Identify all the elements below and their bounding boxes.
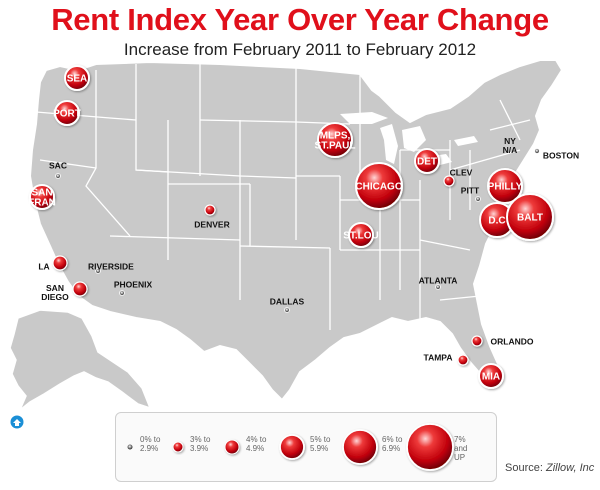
bubble-atlanta [435,284,441,290]
label-orlando: ORLANDO [491,337,534,347]
legend-bubble-1 [172,441,184,453]
bubble-port [54,100,80,126]
label-port: PORT [53,109,81,120]
bubble-st-lou [348,222,374,248]
label-denver: DENVER [194,220,229,230]
bubble-mia [478,363,504,389]
label-riverside: RIVERSIDE [88,262,134,272]
label-pitt: PITT [461,186,480,196]
label-san-fran: SAN FRAN [28,188,56,209]
label-sea: SEA [67,74,88,85]
label-dallas: DALLAS [270,297,305,307]
label-atlanta: ATLANTA [419,276,458,286]
bubble-balt [506,193,554,241]
label-boston: BOSTON [543,151,579,161]
bubble-chicago [355,162,403,210]
label-mlps-st-paul: MLPS, ST.PAUL [315,131,356,152]
bubble-tampa [457,354,469,366]
label-tampa: TAMPA [424,353,453,363]
label-san-diego: SAN DIEGO [41,283,69,302]
label-philly: PHILLY [488,182,523,193]
label-balt: BALT [517,213,543,224]
bubble-det [414,148,440,174]
label-chicago: CHICAGO [355,182,402,193]
bubble-clev [443,175,455,187]
bubble-riverside [95,268,101,274]
label-phoenix: PHOENIX [114,280,153,290]
legend-bubble-0 [127,444,133,450]
label-ny-n-a: NY N/A [503,136,518,155]
bubble-sac [55,173,61,179]
legend-label-3: 5% to 5.9% [310,435,331,453]
legend-bubble-3 [279,434,305,460]
legend-label-2: 4% to 4.9% [246,435,267,453]
chart-subtitle: Increase from February 2011 to February … [123,40,477,59]
chart-title: Rent Index Year Over Year Change [51,2,549,37]
label-d-c: D.C [488,216,505,227]
bubble-denver [204,204,216,216]
legend-label-1: 3% to 3.9% [190,435,211,453]
bubble-philly [487,168,523,204]
bubble-boston [534,148,540,154]
legend: 0% to 2.9% 3% to 3.9% 4% to 4.9% 5% to 5… [115,412,497,482]
bubble-san-diego [72,281,88,297]
legend-label-0: 0% to 2.9% [140,435,161,453]
great-lakes [340,112,478,168]
zillow-logo-icon [10,415,24,429]
legend-bubble-2 [224,439,240,455]
label-mia: MIA [482,372,500,383]
source-name: Zillow, Inc [545,462,595,474]
label-det: DET [417,157,437,168]
bubble-mlps-st-paul [317,122,353,158]
bubble-dallas [284,307,290,313]
bubble-sea [64,65,90,91]
bubble-la [52,255,68,271]
label-la: LA [38,262,49,272]
label-st-lou: ST.LOU [343,231,379,242]
source-note: Source: Zillow, Inc [505,462,594,474]
source-prefix: Source: [505,462,543,474]
label-sac: SAC [49,161,67,171]
bubble-phoenix [119,290,125,296]
label-clev: CLEV [450,168,473,178]
bubble-pitt [475,196,481,202]
alaska-shape [9,309,152,411]
legend-bubble-5 [406,423,454,471]
legend-label-4: 6% to 6.9% [382,435,403,453]
legend-bubble-4 [342,429,378,465]
legend-label-5: 7% and UP [454,435,468,462]
bubble-orlando [471,335,483,347]
bubble-san-fran [29,184,55,210]
